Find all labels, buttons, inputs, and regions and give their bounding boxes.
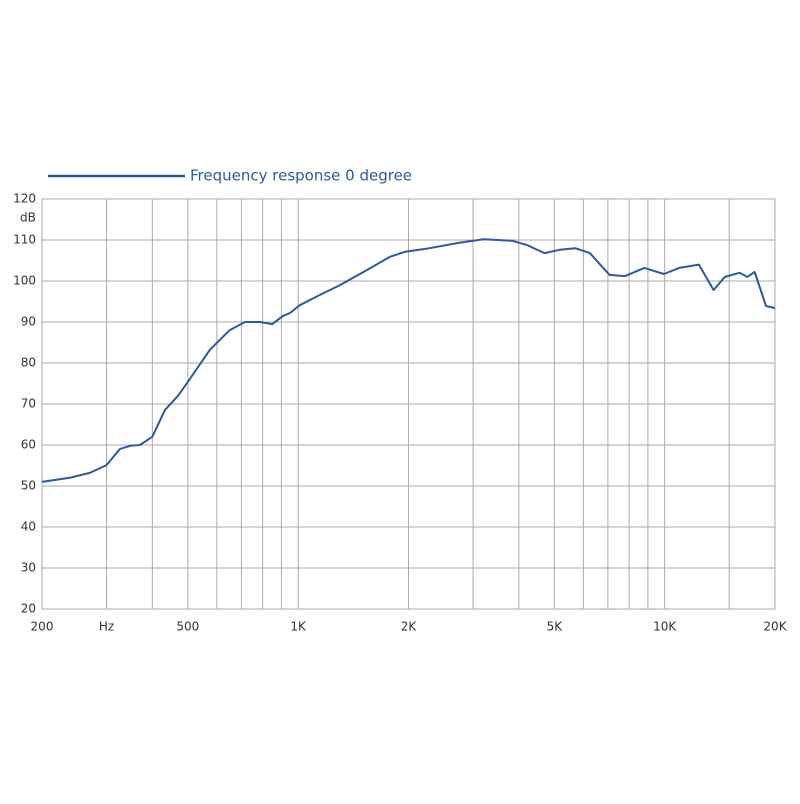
x-tick-label: 10K <box>653 620 677 634</box>
y-tick-label: 40 <box>21 520 36 534</box>
x-tick-label: Hz <box>99 620 114 634</box>
y-tick-label: 110 <box>13 233 36 247</box>
y-tick-label: 70 <box>21 397 36 411</box>
y-tick-label: 30 <box>21 561 36 575</box>
y-tick-label: 100 <box>13 274 36 288</box>
y-tick-label: 90 <box>21 315 36 329</box>
y-tick-label: 50 <box>21 479 36 493</box>
y-axis-label: dB <box>20 211 36 225</box>
response-line <box>41 238 776 483</box>
y-tick-label: 20 <box>21 602 36 616</box>
y-tick-label: 80 <box>21 356 36 370</box>
x-tick-label: 200 <box>31 620 54 634</box>
legend-label: Frequency response 0 degree <box>190 167 412 185</box>
x-tick-label: 1K <box>290 620 307 634</box>
x-tick-label: 2K <box>401 620 418 634</box>
x-tick-label: 20K <box>763 620 787 634</box>
y-tick-label: 120 <box>13 192 36 206</box>
x-tick-label: 5K <box>547 620 564 634</box>
y-tick-label: 60 <box>21 438 36 452</box>
x-tick-label: 500 <box>176 620 199 634</box>
